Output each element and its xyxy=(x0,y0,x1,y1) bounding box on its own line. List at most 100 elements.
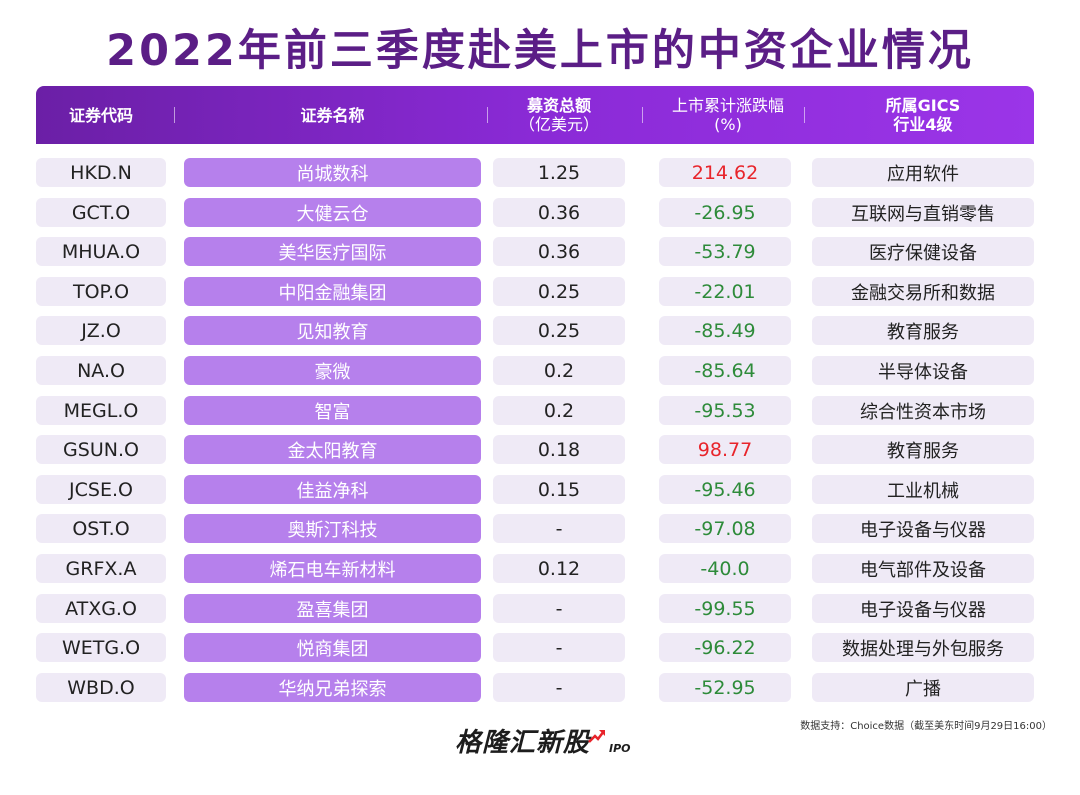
cell-name: 悦商集团 xyxy=(184,633,481,662)
cell-change: -26.95 xyxy=(659,198,791,227)
cell-industry: 教育服务 xyxy=(812,435,1034,464)
cell-change: 98.77 xyxy=(659,435,791,464)
cell-change: -52.95 xyxy=(659,673,791,702)
cell-industry: 医疗保健设备 xyxy=(812,237,1034,266)
cell-change: -99.55 xyxy=(659,594,791,623)
header-industry-line2: 行业4级 xyxy=(893,115,953,134)
table-row: WBD.O 华纳兄弟探索 - -52.95 广播 xyxy=(0,673,1080,702)
cell-change: -85.49 xyxy=(659,316,791,345)
data-source-note: 数据支持：Choice数据（截至美东时间9月29日16:00） xyxy=(800,721,1052,732)
header-industry: 所属GICS 行业4级 xyxy=(812,86,1034,144)
cell-code: WETG.O xyxy=(36,633,166,662)
cell-code: JZ.O xyxy=(36,316,166,345)
brand-logo: 格隆汇新股 IPO xyxy=(455,722,631,759)
cell-name: 华纳兄弟探索 xyxy=(184,673,481,702)
cell-industry: 教育服务 xyxy=(812,316,1034,345)
cell-code: WBD.O xyxy=(36,673,166,702)
cell-amount: - xyxy=(493,594,625,623)
cell-amount: 0.2 xyxy=(493,356,625,385)
table-row: MHUA.O 美华医疗国际 0.36 -53.79 医疗保健设备 xyxy=(0,237,1080,266)
header-code: 证券代码 xyxy=(68,105,133,125)
header-divider xyxy=(174,107,175,123)
header-change-line1: 上市累计涨跌幅 xyxy=(671,96,784,115)
table-row: GSUN.O 金太阳教育 0.18 98.77 教育服务 xyxy=(0,435,1080,464)
cell-name: 大健云仓 xyxy=(184,198,481,227)
header-change: 上市累计涨跌幅 (%) xyxy=(647,86,809,144)
table-row: ATXG.O 盈喜集团 - -99.55 电子设备与仪器 xyxy=(0,594,1080,623)
cell-industry: 半导体设备 xyxy=(812,356,1034,385)
cell-change: -85.64 xyxy=(659,356,791,385)
table-row: TOP.O 中阳金融集团 0.25 -22.01 金融交易所和数据 xyxy=(0,277,1080,306)
table-row: WETG.O 悦商集团 - -96.22 数据处理与外包服务 xyxy=(0,633,1080,662)
cell-code: GSUN.O xyxy=(36,435,166,464)
cell-industry: 工业机械 xyxy=(812,475,1034,504)
header-name: 证券名称 xyxy=(300,105,365,125)
cell-change: -22.01 xyxy=(659,277,791,306)
table-row: JZ.O 见知教育 0.25 -85.49 教育服务 xyxy=(0,316,1080,345)
cell-change: -53.79 xyxy=(659,237,791,266)
table-row: OST.O 奥斯汀科技 - -97.08 电子设备与仪器 xyxy=(0,514,1080,543)
cell-amount: 0.25 xyxy=(493,316,625,345)
header-amount-line1: 募资总额 xyxy=(526,96,591,115)
logo-ipo: IPO xyxy=(609,742,631,755)
header-divider xyxy=(642,107,643,123)
cell-industry: 数据处理与外包服务 xyxy=(812,633,1034,662)
cell-amount: - xyxy=(493,673,625,702)
cell-amount: 1.25 xyxy=(493,158,625,187)
cell-name: 美华医疗国际 xyxy=(184,237,481,266)
cell-change: -95.46 xyxy=(659,475,791,504)
cell-amount: - xyxy=(493,514,625,543)
cell-amount: 0.12 xyxy=(493,554,625,583)
header-change-line2: (%) xyxy=(714,115,742,134)
cell-name: 见知教育 xyxy=(184,316,481,345)
table-row: JCSE.O 佳益净科 0.15 -95.46 工业机械 xyxy=(0,475,1080,504)
header-divider xyxy=(804,107,805,123)
cell-name: 中阳金融集团 xyxy=(184,277,481,306)
cell-code: ATXG.O xyxy=(36,594,166,623)
cell-name: 豪微 xyxy=(184,356,481,385)
cell-industry: 广播 xyxy=(812,673,1034,702)
cell-name: 智富 xyxy=(184,396,481,425)
cell-amount: - xyxy=(493,633,625,662)
cell-amount: 0.36 xyxy=(493,198,625,227)
cell-name: 奥斯汀科技 xyxy=(184,514,481,543)
cell-amount: 0.25 xyxy=(493,277,625,306)
cell-industry: 电子设备与仪器 xyxy=(812,514,1034,543)
cell-change: -96.22 xyxy=(659,633,791,662)
header-amount: 募资总额 （亿美元） xyxy=(493,86,625,144)
cell-code: HKD.N xyxy=(36,158,166,187)
cell-code: MHUA.O xyxy=(36,237,166,266)
header-divider xyxy=(487,107,488,123)
cell-name: 盈喜集团 xyxy=(184,594,481,623)
cell-change: -95.53 xyxy=(659,396,791,425)
cell-change: -40.0 xyxy=(659,554,791,583)
page-title: 2022年前三季度赴美上市的中资企业情况 xyxy=(106,26,974,76)
cell-industry: 电子设备与仪器 xyxy=(812,594,1034,623)
cell-change: -97.08 xyxy=(659,514,791,543)
table-row: GCT.O 大健云仓 0.36 -26.95 互联网与直销零售 xyxy=(0,198,1080,227)
cell-amount: 0.18 xyxy=(493,435,625,464)
cell-name: 尚城数科 xyxy=(184,158,481,187)
table-row: MEGL.O 智富 0.2 -95.53 综合性资本市场 xyxy=(0,396,1080,425)
cell-change: 214.62 xyxy=(659,158,791,187)
cell-code: OST.O xyxy=(36,514,166,543)
header-industry-line1: 所属GICS xyxy=(885,96,961,115)
cell-code: JCSE.O xyxy=(36,475,166,504)
table-header: 证券代码 证券名称 募资总额 （亿美元） 上市累计涨跌幅 (%) 所属GICS … xyxy=(36,86,1034,144)
cell-code: MEGL.O xyxy=(36,396,166,425)
cell-name: 金太阳教育 xyxy=(184,435,481,464)
cell-code: TOP.O xyxy=(36,277,166,306)
cell-amount: 0.2 xyxy=(493,396,625,425)
cell-amount: 0.36 xyxy=(493,237,625,266)
cell-industry: 应用软件 xyxy=(812,158,1034,187)
table-row: NA.O 豪微 0.2 -85.64 半导体设备 xyxy=(0,356,1080,385)
cell-industry: 互联网与直销零售 xyxy=(812,198,1034,227)
cell-name: 烯石电车新材料 xyxy=(184,554,481,583)
table-row: GRFX.A 烯石电车新材料 0.12 -40.0 电气部件及设备 xyxy=(0,554,1080,583)
header-amount-line2: （亿美元） xyxy=(518,115,599,134)
cell-name: 佳益净科 xyxy=(184,475,481,504)
cell-code: GRFX.A xyxy=(36,554,166,583)
cell-industry: 综合性资本市场 xyxy=(812,396,1034,425)
cell-industry: 电气部件及设备 xyxy=(812,554,1034,583)
logo-text: 格隆汇新股 xyxy=(455,728,591,758)
